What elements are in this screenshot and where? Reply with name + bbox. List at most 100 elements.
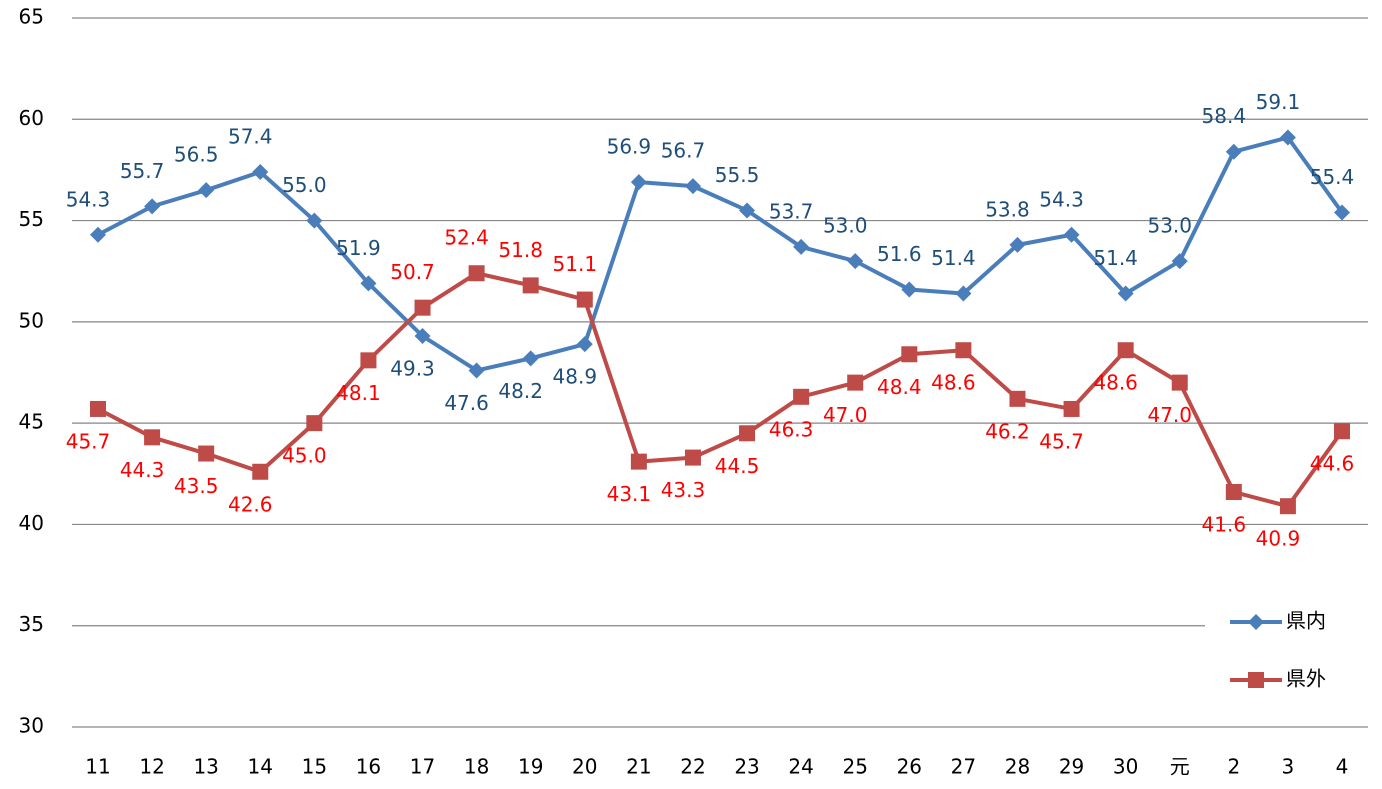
marker [576, 291, 593, 308]
data-label: 59.1 [1256, 90, 1301, 114]
x-tick-label: 11 [85, 755, 110, 779]
marker [1171, 253, 1188, 270]
y-tick-label: 60 [19, 106, 44, 130]
data-label: 47.0 [823, 403, 868, 427]
data-label: 54.3 [1039, 187, 1084, 211]
data-label: 49.3 [390, 357, 435, 381]
marker [1248, 614, 1264, 630]
marker [955, 342, 972, 359]
marker [198, 182, 215, 199]
data-label: 48.4 [877, 375, 922, 399]
y-tick-label: 30 [19, 714, 44, 738]
marker [522, 350, 539, 367]
x-tick-label: 12 [139, 755, 164, 779]
x-tick-label: 19 [518, 755, 543, 779]
data-label: 45.7 [66, 429, 111, 453]
data-label: 53.0 [823, 214, 868, 238]
legend-label: 県外 [1286, 667, 1326, 691]
marker [847, 253, 864, 270]
marker [306, 415, 323, 432]
data-label: 44.5 [715, 454, 760, 478]
y-tick-label: 65 [19, 5, 44, 29]
data-label: 47.0 [1147, 403, 1192, 427]
marker [901, 346, 918, 363]
data-label: 45.7 [1039, 429, 1084, 453]
marker [739, 202, 756, 219]
marker [1225, 143, 1242, 160]
data-label: 45.0 [282, 444, 327, 468]
marker [739, 425, 756, 442]
x-tick-label: 20 [572, 755, 597, 779]
marker [1334, 204, 1350, 221]
x-tick-label: 30 [1113, 755, 1138, 779]
data-label: 51.8 [498, 238, 543, 262]
marker [847, 374, 864, 391]
marker [630, 453, 647, 470]
data-label: 53.8 [985, 197, 1030, 221]
data-label: 58.4 [1202, 104, 1247, 128]
series-line [97, 271, 1344, 509]
x-tick-label: 13 [193, 755, 218, 779]
marker [144, 198, 161, 215]
legend-box [1205, 598, 1375, 708]
data-label: 51.9 [336, 236, 381, 260]
marker [306, 212, 323, 229]
x-tick-label: 14 [248, 755, 273, 779]
data-label: 46.3 [769, 417, 814, 441]
marker [1248, 672, 1264, 688]
data-label: 51.4 [931, 246, 976, 270]
x-tick-label: 3 [1282, 755, 1295, 779]
x-tick-label: 15 [302, 755, 327, 779]
series-line [97, 135, 1344, 373]
data-label: 48.1 [336, 381, 381, 405]
marker [684, 178, 701, 195]
marker [468, 265, 485, 282]
x-tick-label: 29 [1059, 755, 1084, 779]
data-label: 52.4 [444, 226, 489, 250]
data-label: 44.3 [120, 458, 165, 482]
y-tick-label: 45 [19, 410, 44, 434]
data-label: 51.6 [877, 242, 922, 266]
data-label: 54.3 [66, 187, 111, 211]
marker [90, 226, 106, 243]
y-tick-label: 40 [19, 511, 44, 535]
data-label: 41.6 [1202, 513, 1247, 537]
x-tick-label: 17 [410, 755, 435, 779]
marker [1225, 484, 1242, 501]
marker [1171, 374, 1188, 391]
marker [360, 352, 377, 369]
x-tick-label: 16 [356, 755, 381, 779]
marker [1063, 226, 1080, 243]
y-tick-label: 35 [19, 612, 44, 636]
data-label: 56.5 [174, 143, 219, 167]
x-tick-label: 元 [1170, 755, 1190, 779]
x-tick-label: 21 [626, 755, 651, 779]
data-label: 48.9 [553, 365, 598, 389]
data-label: 51.1 [553, 252, 598, 276]
marker [144, 429, 161, 446]
data-label: 44.6 [1310, 452, 1355, 476]
data-label: 55.0 [282, 173, 327, 197]
x-tick-label: 24 [788, 755, 813, 779]
series: 45.7 44.3 43.5 42.6 45.0 48.1 50.7 52.4 51.8 51.1… [66, 226, 1355, 551]
marker [360, 275, 377, 292]
data-label: 40.9 [1256, 527, 1301, 551]
x-tick-label: 22 [680, 755, 705, 779]
marker [1009, 236, 1026, 253]
marker [901, 281, 918, 298]
data-label: 42.6 [228, 492, 273, 516]
marker [1063, 400, 1080, 417]
marker [468, 362, 485, 379]
data-label: 53.0 [1147, 214, 1192, 238]
x-tick-label: 26 [897, 755, 922, 779]
marker [955, 285, 972, 302]
marker [414, 299, 431, 316]
x-tick-label: 28 [1005, 755, 1030, 779]
data-label: 48.6 [1093, 371, 1138, 395]
x-tick-label: 2 [1227, 755, 1240, 779]
y-tick-label: 55 [19, 207, 44, 231]
data-label: 56.9 [607, 135, 652, 159]
data-label: 51.4 [1093, 246, 1138, 270]
